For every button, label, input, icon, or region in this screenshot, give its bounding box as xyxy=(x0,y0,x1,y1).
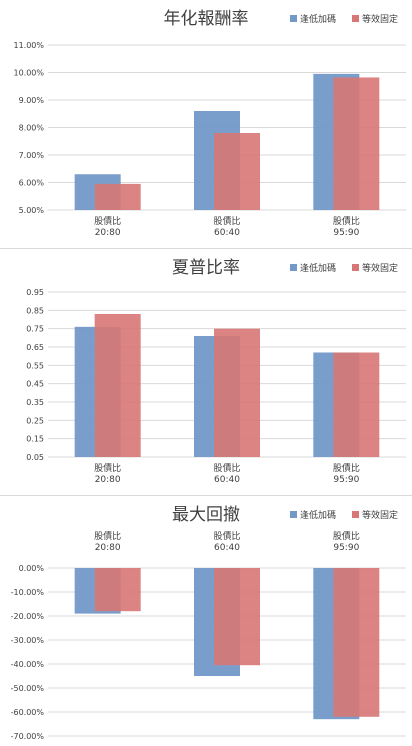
bar-series2 xyxy=(214,133,260,210)
category-label-line2: 95:90 xyxy=(333,475,359,485)
category-label-line2: 60:40 xyxy=(214,228,240,238)
legend-label-series1: 逢低加碼 xyxy=(300,509,336,521)
y-tick-label: 6.00% xyxy=(19,179,45,188)
category-label-line1: 股債比 xyxy=(94,462,121,474)
y-tick-label: -40.00% xyxy=(11,660,45,669)
bar-series2 xyxy=(94,314,141,457)
bar-series2 xyxy=(214,568,260,666)
bar-series2 xyxy=(333,568,380,717)
category-label-line2: 95:90 xyxy=(333,543,359,553)
category-label-line2: 20:80 xyxy=(95,543,121,553)
legend-label-series2: 等效固定 xyxy=(362,13,398,25)
y-tick-label: 10.00% xyxy=(13,69,44,78)
sharpe-ratio-chart: 夏普比率 逢低加碼 等效固定 0.95 0.85 0.75 0.65 0.55 0.45 0.35… xyxy=(0,249,412,496)
category-label-line2: 60:40 xyxy=(214,543,240,553)
sharpe-ratio-svg: 夏普比率 逢低加碼 等效固定 0.95 0.85 0.75 0.65 0.55 0.45 0.35… xyxy=(26,258,406,485)
max-drawdown-chart: 最大回撤 逢低加碼 等效固定 0.00% -10.00% -20.00% -30.00% -4… xyxy=(0,496,412,746)
y-tick-label: 0.35 xyxy=(26,398,44,407)
y-tick-label: -10.00% xyxy=(11,588,45,597)
y-tick-label: -70.00% xyxy=(11,732,45,741)
y-tick-label: 9.00% xyxy=(19,96,45,105)
legend-swatch-series2 xyxy=(352,15,359,22)
y-tick-label: 0.95 xyxy=(26,288,44,297)
y-tick-label: 0.25 xyxy=(26,416,44,425)
chart-title: 夏普比率 xyxy=(172,258,240,278)
y-tick-label: 5.00% xyxy=(19,206,45,215)
legend-swatch-series2 xyxy=(352,511,359,518)
y-tick-label: -50.00% xyxy=(11,684,45,693)
legend-swatch-series1 xyxy=(290,15,297,22)
category-label-line2: 95:90 xyxy=(333,228,359,238)
legend-swatch-series1 xyxy=(290,511,297,518)
category-label-line1: 股債比 xyxy=(333,530,360,542)
legend-swatch-series1 xyxy=(290,264,297,271)
category-label-line2: 60:40 xyxy=(214,475,240,485)
chart-title: 年化報酬率 xyxy=(164,9,249,29)
y-tick-label: 8.00% xyxy=(19,124,45,133)
y-tick-label: -30.00% xyxy=(11,636,45,645)
category-label-line1: 股債比 xyxy=(94,530,121,542)
category-label-line1: 股債比 xyxy=(94,215,121,227)
y-tick-label: 0.00% xyxy=(19,564,45,573)
category-label-line2: 20:80 xyxy=(95,475,121,485)
y-tick-label: -20.00% xyxy=(11,612,45,621)
legend-label-series1: 逢低加碼 xyxy=(300,13,336,25)
bar-series2 xyxy=(94,183,141,210)
max-drawdown-svg: 最大回撤 逢低加碼 等效固定 0.00% -10.00% -20.00% -30.00% -4… xyxy=(11,505,406,741)
y-tick-label: 0.15 xyxy=(26,435,44,444)
y-tick-label: 0.55 xyxy=(26,361,44,370)
y-tick-label: 0.65 xyxy=(26,343,44,352)
bar-series2 xyxy=(333,352,380,457)
bar-series2 xyxy=(94,568,141,612)
bar-series2 xyxy=(214,328,260,457)
annual-return-svg: 年化報酬率 逢低加碼 等效固定 11.00% 10.00% 9.00% 8.00% 7.00%… xyxy=(13,9,406,238)
legend-swatch-series2 xyxy=(352,264,359,271)
category-label-line2: 20:80 xyxy=(95,228,121,238)
y-tick-label: 0.85 xyxy=(26,306,44,315)
category-label-line1: 股債比 xyxy=(333,215,360,227)
y-tick-label: 0.45 xyxy=(26,380,44,389)
chart-title: 最大回撤 xyxy=(172,505,240,525)
y-tick-label: 11.00% xyxy=(13,41,44,50)
legend-label-series2: 等效固定 xyxy=(362,509,398,521)
bar-series2 xyxy=(333,77,380,210)
annual-return-chart: 年化報酬率 逢低加碼 等效固定 11.00% 10.00% 9.00% 8.00% 7.00%… xyxy=(0,0,412,249)
legend-label-series1: 逢低加碼 xyxy=(300,262,336,274)
category-label-line1: 股債比 xyxy=(333,462,360,474)
y-tick-label: 7.00% xyxy=(19,151,45,160)
y-tick-label: -60.00% xyxy=(11,708,45,717)
category-label-line1: 股債比 xyxy=(213,530,240,542)
legend-label-series2: 等效固定 xyxy=(362,262,398,274)
y-tick-label: 0.75 xyxy=(26,325,44,334)
category-label-line1: 股債比 xyxy=(213,462,240,474)
y-tick-label: 0.05 xyxy=(26,453,44,462)
category-label-line1: 股債比 xyxy=(213,215,240,227)
